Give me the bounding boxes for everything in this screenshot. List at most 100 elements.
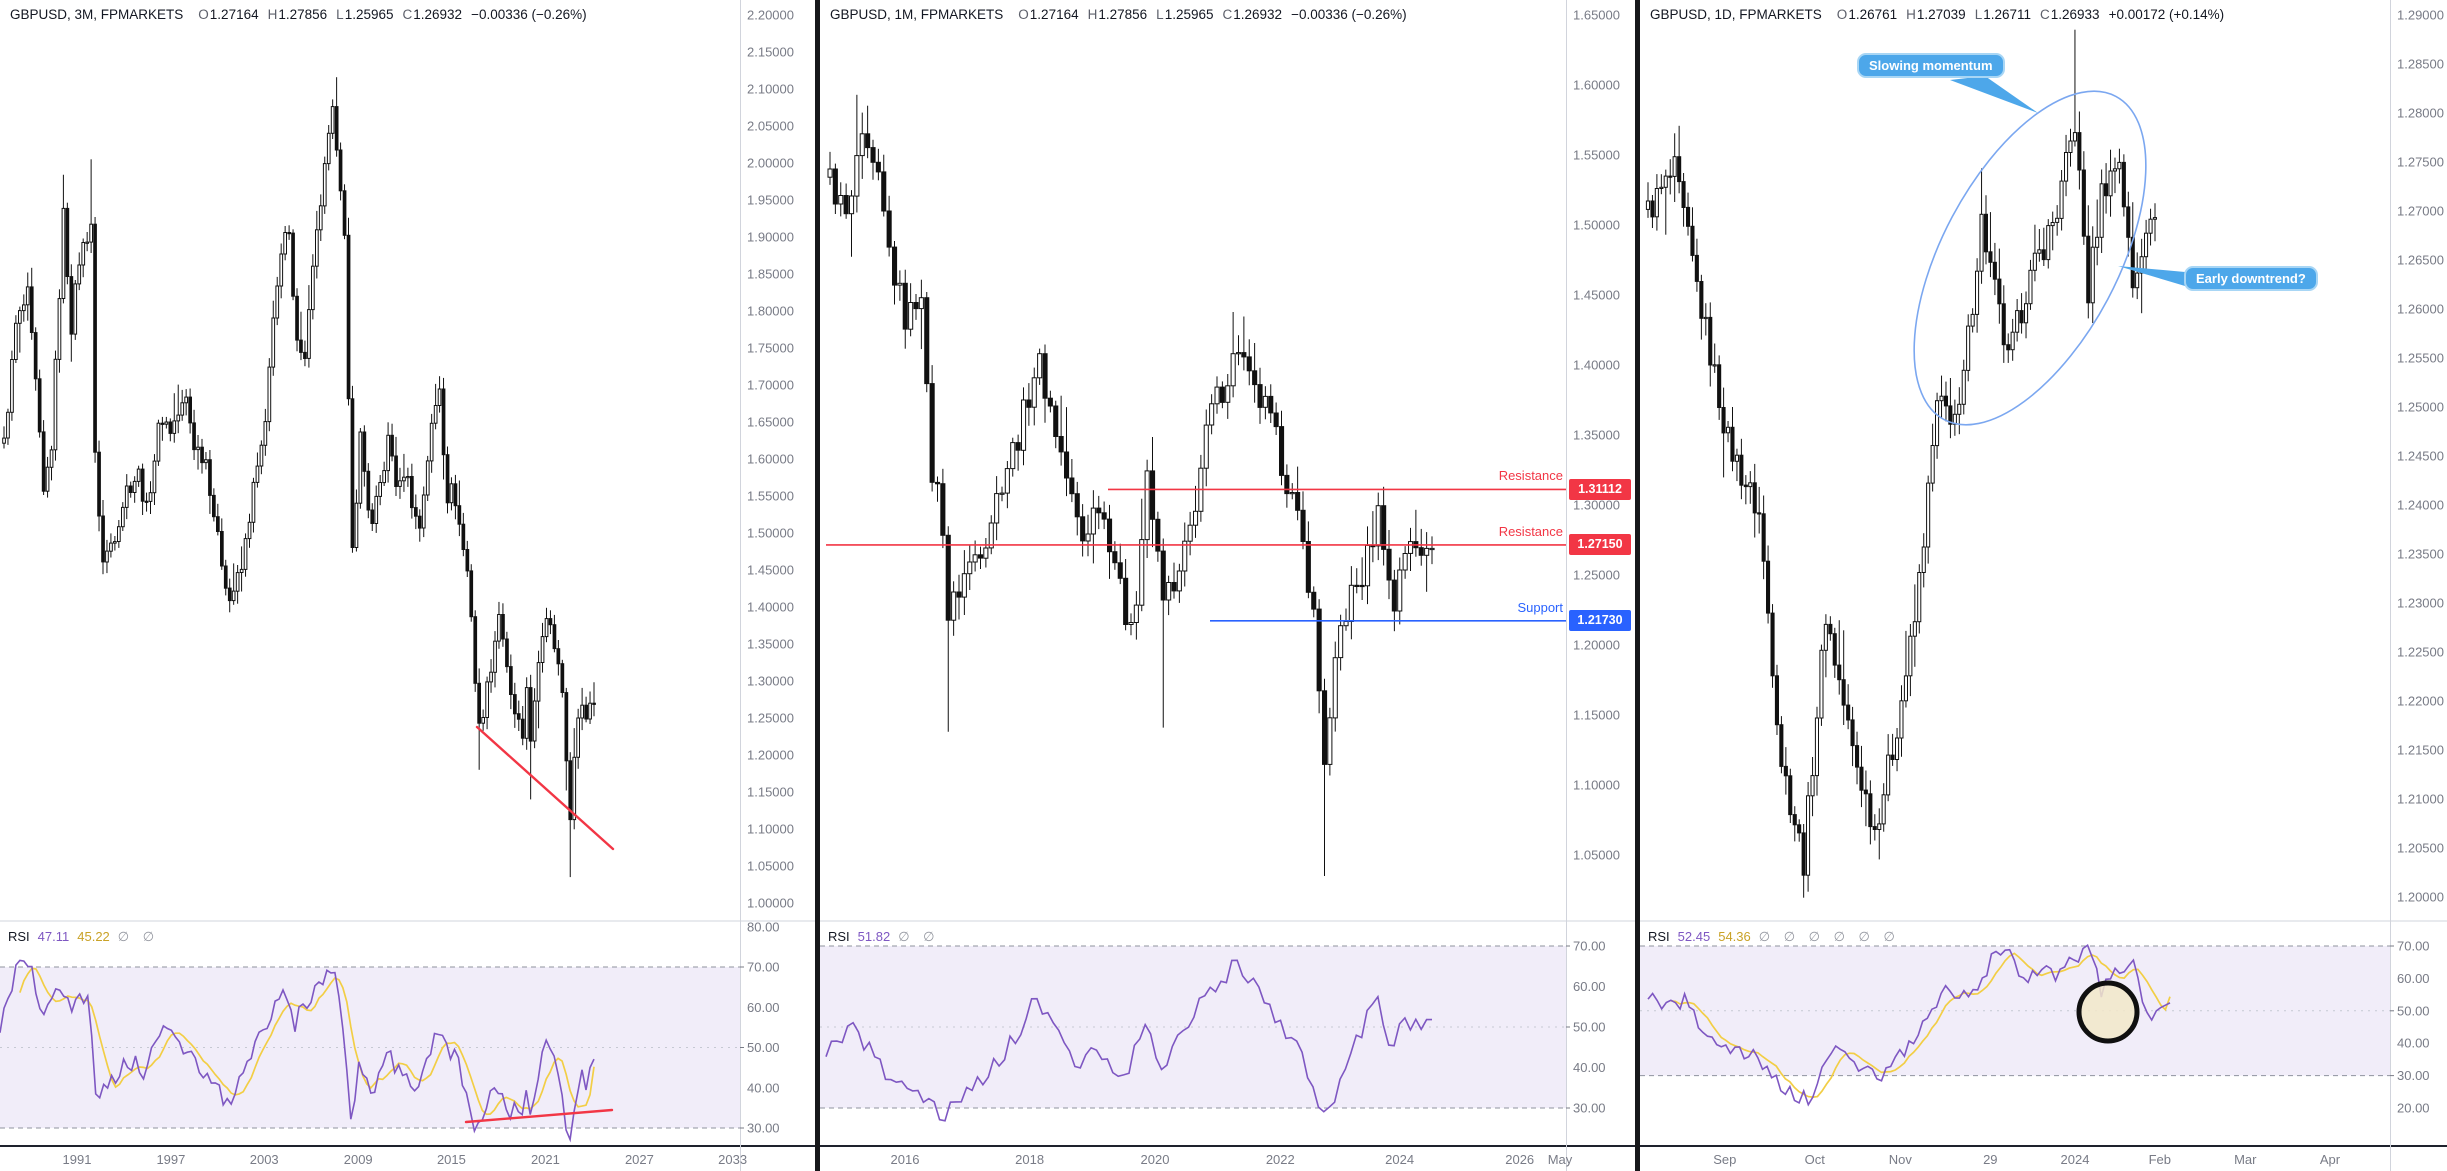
svg-text:2027: 2027 xyxy=(625,1152,654,1167)
rsi-legend-1d[interactable]: RSI 52.45 54.36 ∅ ∅ ∅ ∅ ∅ ∅ xyxy=(1648,929,1900,945)
open-value: 1.26761 xyxy=(1848,7,1898,22)
price-badge-support[interactable]: 1.21730 xyxy=(1569,610,1631,632)
chart-legend-3m[interactable]: GBPUSD, 3M, FPMARKETS O1.27164 H1.27856 L1.… xyxy=(10,7,587,22)
svg-text:1.60000: 1.60000 xyxy=(747,452,794,467)
chart-3m-canvas[interactable]: 2.20000 2.15000 2.10000 2.05000 2.00000 1.950… xyxy=(0,0,816,1171)
open-label: O xyxy=(1018,7,1029,22)
symbol-title: GBPUSD, 1M, FPMARKETS xyxy=(830,7,1004,22)
rsi-settings-icons[interactable]: ∅ ∅ ∅ ∅ ∅ ∅ xyxy=(1758,929,1900,944)
svg-text:1.35000: 1.35000 xyxy=(747,637,794,652)
panel-divider[interactable] xyxy=(815,0,820,1171)
rsi-settings-icons[interactable]: ∅ ∅ xyxy=(898,929,940,944)
high-value: 1.27856 xyxy=(278,7,328,22)
price-axis[interactable]: 1.65000 1.60000 1.55000 1.50000 1.45000 1.400… xyxy=(1573,8,1620,863)
high-value: 1.27039 xyxy=(1916,7,1966,22)
time-axis[interactable]: 1991 1997 2003 2009 2015 2021 2027 2033 xyxy=(63,1152,748,1167)
rsi-axis[interactable]: 70.00 60.00 50.00 40.00 30.00 20.00 xyxy=(2390,939,2430,1116)
open-value: 1.27164 xyxy=(1029,7,1079,22)
svg-text:1.20000: 1.20000 xyxy=(1573,638,1620,653)
svg-text:1.24000: 1.24000 xyxy=(2397,498,2444,513)
svg-text:2015: 2015 xyxy=(437,1152,466,1167)
svg-text:1.23500: 1.23500 xyxy=(2397,547,2444,562)
price-axis[interactable]: 1.29000 1.28500 1.28000 1.27500 1.27000 1.265… xyxy=(2397,8,2444,905)
svg-text:70.00: 70.00 xyxy=(2397,939,2430,954)
svg-text:1.26500: 1.26500 xyxy=(2397,253,2444,268)
high-value: 1.27856 xyxy=(1098,7,1148,22)
rsi-legend-1m[interactable]: RSI 51.82 ∅ ∅ xyxy=(828,929,939,945)
chart-1m-canvas[interactable]: 1.65000 1.60000 1.55000 1.50000 1.45000 1.400… xyxy=(820,0,1636,1171)
svg-text:1997: 1997 xyxy=(156,1152,185,1167)
low-value: 1.26711 xyxy=(1983,7,2032,22)
svg-text:1.25500: 1.25500 xyxy=(2397,351,2444,366)
price-axis[interactable]: 2.20000 2.15000 2.10000 2.05000 2.00000 1.950… xyxy=(747,8,794,911)
svg-text:1.29000: 1.29000 xyxy=(2397,8,2444,23)
close-value: 1.26933 xyxy=(2050,7,2100,22)
svg-text:Feb: Feb xyxy=(2149,1152,2171,1167)
rsi-label: RSI xyxy=(828,929,850,944)
trendline[interactable] xyxy=(464,1108,614,1124)
close-value: 1.26932 xyxy=(413,7,463,22)
svg-text:1.55000: 1.55000 xyxy=(747,489,794,504)
svg-text:1.22500: 1.22500 xyxy=(2397,645,2444,660)
rsi-highlight-circle[interactable] xyxy=(2076,980,2140,1044)
svg-text:29: 29 xyxy=(1983,1152,1997,1167)
svg-text:1.24500: 1.24500 xyxy=(2397,449,2444,464)
svg-text:1.22000: 1.22000 xyxy=(2397,694,2444,709)
open-label: O xyxy=(1836,7,1848,22)
svg-text:1.95000: 1.95000 xyxy=(747,193,794,208)
chart-legend-1m[interactable]: GBPUSD, 1M, FPMARKETS O1.27164 H1.27856 L1.… xyxy=(830,7,1407,22)
svg-text:1.20500: 1.20500 xyxy=(2397,841,2444,856)
open-value: 1.27164 xyxy=(209,7,259,22)
svg-text:1.15000: 1.15000 xyxy=(1573,708,1620,723)
svg-text:1.10000: 1.10000 xyxy=(1573,778,1620,793)
change-value: +0.00172 (+0.14%) xyxy=(2108,7,2225,22)
support-label[interactable]: Support xyxy=(1517,599,1563,615)
svg-text:Sep: Sep xyxy=(1713,1152,1736,1167)
ellipse-annotation[interactable] xyxy=(1866,55,2193,461)
rsi-axis[interactable]: 70.00 60.00 50.00 40.00 30.00 xyxy=(1566,939,1606,1116)
svg-text:Mar: Mar xyxy=(2234,1152,2257,1167)
trendline[interactable] xyxy=(475,725,615,851)
svg-text:1.80000: 1.80000 xyxy=(747,304,794,319)
callout-early-downtrend[interactable]: Early downtrend? xyxy=(2184,266,2318,291)
chart-1d-canvas[interactable]: 1.29000 1.28500 1.28000 1.27500 1.27000 1.265… xyxy=(1640,0,2447,1171)
rsi-label: RSI xyxy=(8,929,30,944)
time-axis[interactable]: Sep Oct Nov 29 2024 Feb Mar Apr xyxy=(1713,1152,2341,1167)
change-value: −0.00336 (−0.26%) xyxy=(1291,7,1407,22)
symbol-title: GBPUSD, 1D, FPMARKETS xyxy=(1650,7,1822,22)
time-axis[interactable]: 2016 2018 2020 2022 2024 2026 May xyxy=(891,1152,1573,1167)
rsi-axis[interactable]: 80.00 70.00 60.00 50.00 40.00 30.00 xyxy=(740,919,780,1136)
svg-text:2018: 2018 xyxy=(1015,1152,1044,1167)
low-label: L xyxy=(336,7,344,22)
panel-divider[interactable] xyxy=(1635,0,1640,1171)
svg-text:1.05000: 1.05000 xyxy=(747,859,794,874)
rsi-legend-3m[interactable]: RSI 47.11 45.22 ∅ ∅ xyxy=(8,929,159,945)
svg-text:2024: 2024 xyxy=(1385,1152,1414,1167)
close-value: 1.26932 xyxy=(1233,7,1283,22)
resistance-label[interactable]: Resistance xyxy=(1498,523,1563,539)
price-badge-resistance-2[interactable]: 1.27150 xyxy=(1569,534,1631,556)
svg-text:40.00: 40.00 xyxy=(2397,1036,2430,1051)
callout-slowing-momentum[interactable]: Slowing momentum xyxy=(1857,53,2005,78)
rsi-line xyxy=(825,959,1432,1122)
resistance-label[interactable]: Resistance xyxy=(1498,468,1563,484)
chart-legend-1d[interactable]: GBPUSD, 1D, FPMARKETS O1.26761 H1.27039 L1.… xyxy=(1650,7,2224,22)
low-label: L xyxy=(1974,7,1983,22)
price-badge-resistance-1[interactable]: 1.31112 xyxy=(1569,478,1631,500)
svg-text:1.60000: 1.60000 xyxy=(1573,78,1620,93)
svg-text:2.10000: 2.10000 xyxy=(747,82,794,97)
svg-text:50.00: 50.00 xyxy=(2397,1003,2430,1018)
svg-text:1.50000: 1.50000 xyxy=(1573,218,1620,233)
rsi-line xyxy=(0,959,595,1143)
svg-text:2009: 2009 xyxy=(344,1152,373,1167)
svg-text:2026: 2026 xyxy=(1505,1152,1534,1167)
rsi-settings-icons[interactable]: ∅ ∅ xyxy=(117,929,160,944)
svg-text:1.45000: 1.45000 xyxy=(1573,288,1620,303)
callout-tail xyxy=(2118,266,2185,286)
svg-text:1.65000: 1.65000 xyxy=(1573,8,1620,23)
svg-text:1.25000: 1.25000 xyxy=(747,711,794,726)
rsi-value: 52.45 xyxy=(1677,929,1711,944)
svg-text:1.75000: 1.75000 xyxy=(747,341,794,356)
svg-text:1.21500: 1.21500 xyxy=(2397,743,2444,758)
svg-text:30.00: 30.00 xyxy=(1573,1101,1606,1116)
